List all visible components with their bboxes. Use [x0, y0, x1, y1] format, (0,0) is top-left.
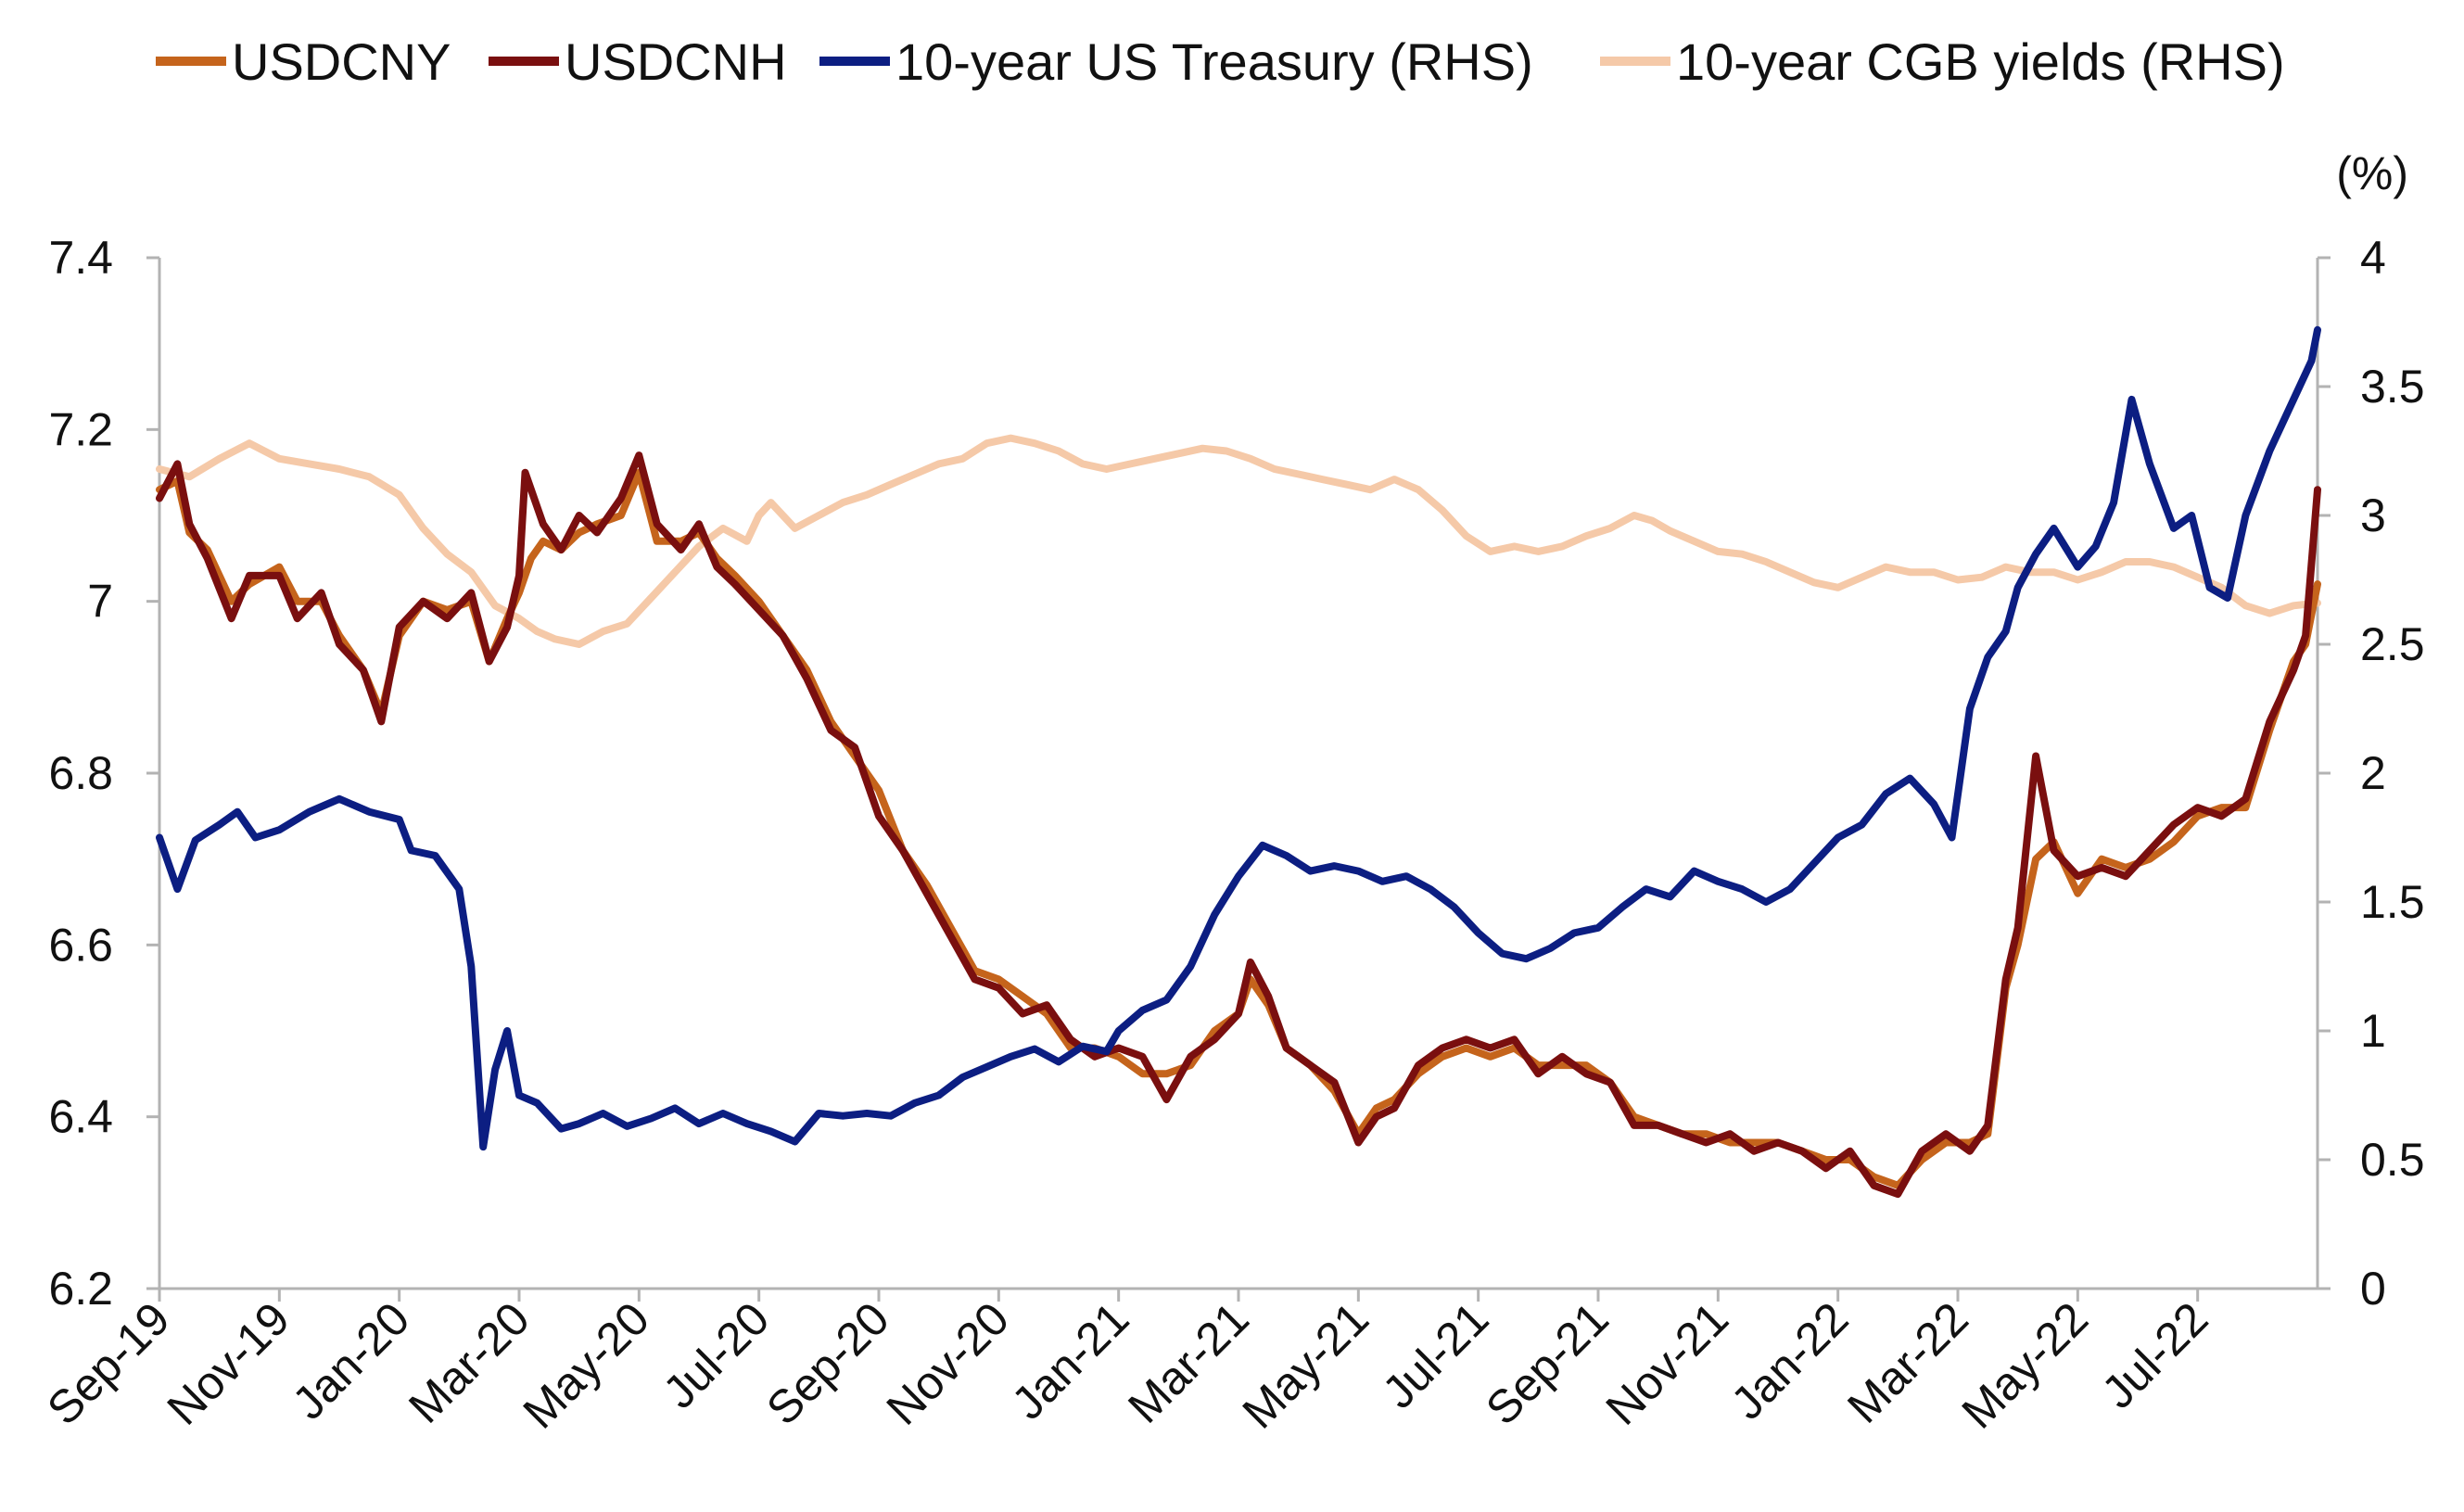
left-tick-label: 7.2: [48, 403, 113, 455]
x-tick-label: May-20: [514, 1292, 659, 1438]
right-tick-label: 0: [2360, 1263, 2386, 1315]
left-tick-label: 6.4: [48, 1091, 113, 1143]
right-tick-label: 1: [2360, 1005, 2386, 1057]
x-tick-label: Jan-21: [1002, 1292, 1139, 1429]
left-tick-label: 6.6: [48, 919, 113, 971]
left-tick-label: 6.2: [48, 1263, 113, 1315]
series-line-usdcnh[interactable]: [156, 451, 2321, 1199]
legend-item-usdcny[interactable]: USDCNY: [156, 32, 451, 91]
x-tick-label: Sep-21: [1476, 1292, 1619, 1435]
x-tick-label: Jan-20: [283, 1292, 420, 1429]
x-tick-label: May-21: [1233, 1292, 1378, 1438]
legend-item-us-treasury[interactable]: 10-year US Treasury (RHS): [819, 32, 1533, 91]
x-tick-label: Jan-22: [1721, 1292, 1859, 1429]
legend-item-cgb-yields[interactable]: 10-year CGB yields (RHS): [1600, 32, 2285, 91]
left-axis-ticks: 6.2 6.4 6.6 6.8 7 7.2 7.4: [48, 232, 159, 1315]
right-tick-label: 2.5: [2360, 618, 2425, 670]
right-tick-label: 4: [2360, 232, 2386, 284]
left-tick-label: 7: [87, 576, 113, 628]
x-tick-label: Jul-22: [2092, 1292, 2218, 1418]
x-tick-label: Nov-21: [1596, 1292, 1739, 1435]
legend: USDCNY USDCNH 10-year US Treasury (RHS) …: [156, 32, 2285, 91]
legend-item-usdcnh[interactable]: USDCNH: [489, 32, 787, 91]
right-axis-ticks: 0 0.5 1 1.5 2 2.5 3 3.5 4: [2318, 232, 2425, 1315]
x-axis-ticks: Sep-19Nov-19Jan-20Mar-20May-20Jul-20Sep-…: [37, 1289, 2217, 1439]
x-tick-label: Mar-21: [1118, 1292, 1259, 1433]
legend-label-usdcny: USDCNY: [232, 32, 451, 91]
x-tick-label: Nov-19: [158, 1292, 300, 1435]
right-tick-label: 3: [2360, 489, 2386, 541]
right-tick-label: 2: [2360, 747, 2386, 799]
left-tick-label: 7.4: [48, 232, 113, 284]
x-tick-label: Mar-20: [399, 1292, 540, 1433]
series-line-10-year-us-treasury-rhs[interactable]: [156, 325, 2321, 1151]
right-tick-label: 1.5: [2360, 876, 2425, 928]
left-tick-label: 6.8: [48, 747, 113, 799]
x-tick-label: May-22: [1952, 1292, 2098, 1438]
x-tick-label: Sep-20: [756, 1292, 899, 1435]
series-line-10-year-cgb-yields-rhs[interactable]: [156, 434, 2321, 648]
legend-label-usdcnh: USDCNH: [565, 32, 787, 91]
x-tick-label: Mar-22: [1837, 1292, 1978, 1433]
series-layer: [156, 325, 2321, 1199]
x-tick-label: Nov-20: [877, 1292, 1020, 1435]
legend-label-cgb-yields: 10-year CGB yields (RHS): [1676, 32, 2285, 91]
right-tick-label: 0.5: [2360, 1134, 2425, 1186]
right-tick-label: 3.5: [2360, 361, 2425, 413]
legend-label-us-treasury: 10-year US Treasury (RHS): [895, 32, 1533, 91]
right-axis-unit-label: (%): [2336, 147, 2408, 199]
